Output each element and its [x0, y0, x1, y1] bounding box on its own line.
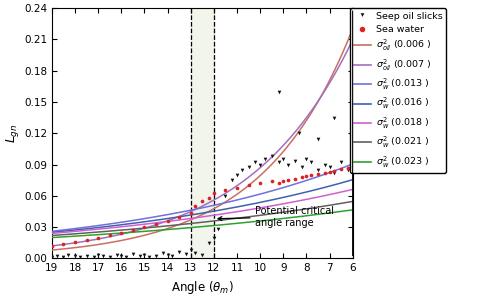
Point — [152, 254, 160, 259]
Point — [192, 251, 200, 256]
Point — [307, 172, 315, 177]
Point — [90, 255, 98, 260]
Point — [214, 227, 222, 232]
Point — [274, 181, 282, 186]
Point — [129, 252, 137, 256]
Point — [274, 160, 282, 165]
Point — [302, 157, 310, 162]
Point — [106, 255, 114, 260]
Point — [205, 240, 213, 245]
Point — [348, 164, 356, 169]
Point — [284, 162, 292, 167]
Point — [205, 196, 213, 200]
Point — [326, 169, 334, 174]
Point — [348, 164, 356, 169]
Point — [344, 167, 352, 172]
Point — [302, 174, 310, 178]
Point — [99, 254, 107, 259]
Point — [337, 160, 345, 165]
Point — [164, 218, 172, 223]
Point — [210, 235, 218, 240]
Point — [330, 168, 338, 173]
Point — [94, 253, 102, 258]
Legend: Seep oil slicks, Sea water, $\sigma^2_{oil}$ (0.006 ), $\sigma^2_{oil}$ (0.007 ): Seep oil slicks, Sea water, $\sigma^2_{o… — [350, 8, 446, 173]
Point — [330, 115, 338, 120]
Point — [198, 253, 206, 258]
Point — [71, 254, 79, 259]
Point — [279, 157, 287, 162]
Point — [256, 181, 264, 186]
Point — [307, 160, 315, 165]
Point — [71, 239, 79, 244]
Point — [175, 214, 183, 219]
Point — [140, 253, 148, 258]
Text: Potential critical
angle range: Potential critical angle range — [218, 206, 334, 227]
Point — [284, 178, 292, 183]
Point — [326, 164, 334, 169]
Point — [136, 254, 144, 259]
Point — [168, 254, 176, 259]
Point — [48, 255, 56, 260]
Point — [274, 89, 282, 94]
Point — [296, 131, 304, 136]
Point — [298, 164, 306, 169]
Point — [268, 154, 276, 159]
Point — [314, 136, 322, 141]
Point — [291, 177, 299, 182]
Point — [314, 167, 322, 172]
Point — [210, 190, 218, 195]
Point — [94, 235, 102, 240]
Point — [233, 172, 241, 177]
Point — [233, 185, 241, 190]
Point — [164, 253, 172, 258]
Point — [152, 222, 160, 226]
Point — [344, 165, 352, 170]
Point — [60, 242, 68, 246]
Point — [186, 210, 194, 215]
Point — [64, 253, 72, 258]
Bar — [190, 8, 214, 258]
Point — [256, 162, 264, 167]
Point — [192, 204, 200, 209]
Point — [222, 187, 230, 192]
Point — [330, 170, 338, 175]
Point — [140, 225, 148, 230]
Point — [122, 255, 130, 260]
Point — [228, 178, 236, 183]
Point — [175, 250, 183, 255]
Point — [314, 172, 322, 176]
Point — [279, 179, 287, 184]
Point — [198, 199, 206, 203]
Point — [186, 248, 194, 253]
Point — [252, 160, 260, 165]
Point — [159, 251, 167, 256]
Point — [129, 228, 137, 233]
Point — [291, 159, 299, 164]
Point — [244, 183, 252, 188]
Point — [112, 253, 120, 258]
Point — [145, 255, 153, 260]
Point — [244, 164, 252, 169]
Point — [337, 166, 345, 171]
Point — [60, 255, 68, 260]
Y-axis label: $L_{gn}$: $L_{gn}$ — [4, 124, 21, 143]
Point — [321, 162, 329, 167]
Point — [82, 237, 90, 242]
Point — [82, 254, 90, 259]
Point — [48, 244, 56, 248]
Point — [298, 175, 306, 179]
Point — [260, 157, 268, 162]
Point — [106, 233, 114, 238]
X-axis label: Angle ($\theta_m$): Angle ($\theta_m$) — [171, 279, 234, 296]
Point — [321, 170, 329, 175]
Point — [118, 231, 126, 236]
Point — [52, 254, 60, 259]
Point — [76, 255, 84, 260]
Point — [268, 179, 276, 184]
Point — [238, 167, 246, 172]
Point — [118, 254, 126, 259]
Point — [222, 194, 230, 198]
Point — [182, 252, 190, 256]
